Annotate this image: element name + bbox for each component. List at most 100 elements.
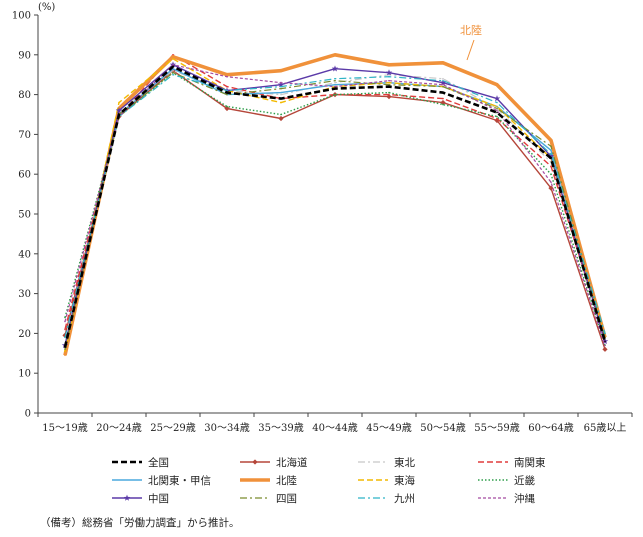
- data-point: [280, 69, 282, 72]
- data-point: [334, 54, 336, 56]
- legend-item: 東北: [358, 456, 415, 469]
- legend-label: 東海: [394, 474, 415, 487]
- data-point: [226, 73, 228, 76]
- series-line: [63, 65, 607, 348]
- data-point: [226, 93, 228, 96]
- legend-label: 四国: [276, 493, 297, 505]
- series-11: [64, 73, 606, 339]
- data-point: [334, 77, 336, 80]
- series-line: [64, 58, 606, 352]
- legend-item: 北海道: [240, 456, 308, 469]
- data-point-marker: [224, 105, 230, 112]
- legend-label: 北関東・甲信: [148, 474, 211, 487]
- data-point: [334, 87, 336, 90]
- data-point: [496, 115, 498, 118]
- legend-marker: [252, 459, 258, 465]
- data-point: [496, 105, 498, 108]
- legend-item: 全国: [112, 456, 169, 469]
- data-point: [496, 117, 498, 120]
- data-point: [226, 85, 228, 88]
- series-9: [61, 61, 609, 349]
- data-point: [64, 346, 66, 349]
- series-5: [64, 67, 606, 347]
- data-point: [388, 93, 390, 96]
- legend-marker: [123, 494, 131, 501]
- legend-label: 中国: [148, 492, 169, 505]
- data-point: [64, 354, 66, 357]
- y-tick-label: 100: [12, 11, 31, 22]
- data-point: [172, 63, 174, 66]
- data-point: [496, 101, 498, 104]
- data-point: [604, 332, 606, 335]
- data-point-marker: [385, 69, 393, 76]
- data-point: [496, 109, 498, 112]
- y-tick-label: 90: [18, 50, 31, 61]
- data-point-marker: [115, 107, 123, 114]
- data-point-marker: [277, 81, 285, 88]
- y-tick-label: 60: [18, 170, 31, 181]
- data-point: [388, 75, 390, 78]
- legend-label: 沖縄: [514, 492, 535, 505]
- data-point: [604, 344, 606, 347]
- data-point: [442, 85, 444, 88]
- x-tick-label: 65歳以上: [584, 422, 627, 434]
- y-tick-label: 30: [18, 289, 31, 300]
- data-point: [550, 165, 552, 168]
- data-point-marker: [278, 115, 284, 122]
- x-tick-label: 55～59歳: [474, 422, 519, 434]
- y-tick-label: 50: [18, 210, 31, 221]
- x-tick-label: 35～39歳: [258, 422, 303, 434]
- data-point: [226, 75, 228, 78]
- series-12: [64, 63, 606, 347]
- data-point-marker: [493, 95, 501, 102]
- data-point-marker: [548, 185, 554, 191]
- data-point: [388, 79, 390, 82]
- legend-item: 東海: [358, 474, 415, 487]
- data-point: [172, 73, 174, 76]
- data-point: [334, 83, 336, 86]
- data-point: [388, 83, 390, 86]
- data-point: [280, 81, 282, 84]
- x-tick-label: 15～19歳: [42, 422, 87, 434]
- y-axis: 0 10 20 30 40 50 60 70 80 90 100: [12, 11, 39, 420]
- data-point: [442, 79, 444, 82]
- data-point: [442, 77, 444, 80]
- data-point: [280, 113, 282, 116]
- legend-item: 近畿: [478, 474, 535, 487]
- data-point: [550, 153, 552, 156]
- data-point: [334, 81, 336, 84]
- series-line: [64, 71, 606, 346]
- x-tick-label: 60～64歳: [528, 422, 573, 434]
- y-tick-label: 0: [25, 409, 31, 420]
- data-point: [550, 173, 552, 175]
- x-axis: 15～19歳 20～24歳 25～29歳 30～34歳 35～39歳 40～44歳 45～4…: [37, 412, 633, 434]
- data-point: [442, 91, 444, 94]
- data-point: [388, 63, 390, 66]
- data-point-marker: [547, 152, 555, 160]
- data-point: [496, 107, 498, 110]
- data-point: [550, 145, 552, 148]
- data-point: [64, 320, 66, 323]
- annotation-leader-line: [466, 39, 475, 61]
- series-10: [64, 71, 606, 351]
- data-point: [226, 105, 228, 108]
- data-point: [280, 101, 282, 104]
- data-point: [172, 69, 174, 72]
- x-tick-label: 30～34歳: [204, 422, 249, 434]
- data-point: [442, 83, 444, 86]
- source-note: （備考）総務省「労働力調査」から推計。: [40, 517, 240, 529]
- data-point: [64, 316, 66, 319]
- series-layer: [61, 52, 609, 357]
- data-point: [280, 87, 282, 90]
- y-tick-label: 80: [18, 90, 31, 101]
- data-point: [388, 91, 390, 94]
- data-point: [442, 103, 444, 106]
- series-6: [63, 52, 607, 357]
- series-7: [64, 57, 606, 353]
- data-point: [64, 350, 66, 353]
- x-tick-label: 20～24歳: [96, 422, 141, 434]
- legend-label: 全国: [148, 456, 169, 469]
- legend-label: 東北: [394, 456, 415, 469]
- y-tick-label: 20: [18, 329, 31, 340]
- annotation-label: 北陸: [460, 24, 482, 37]
